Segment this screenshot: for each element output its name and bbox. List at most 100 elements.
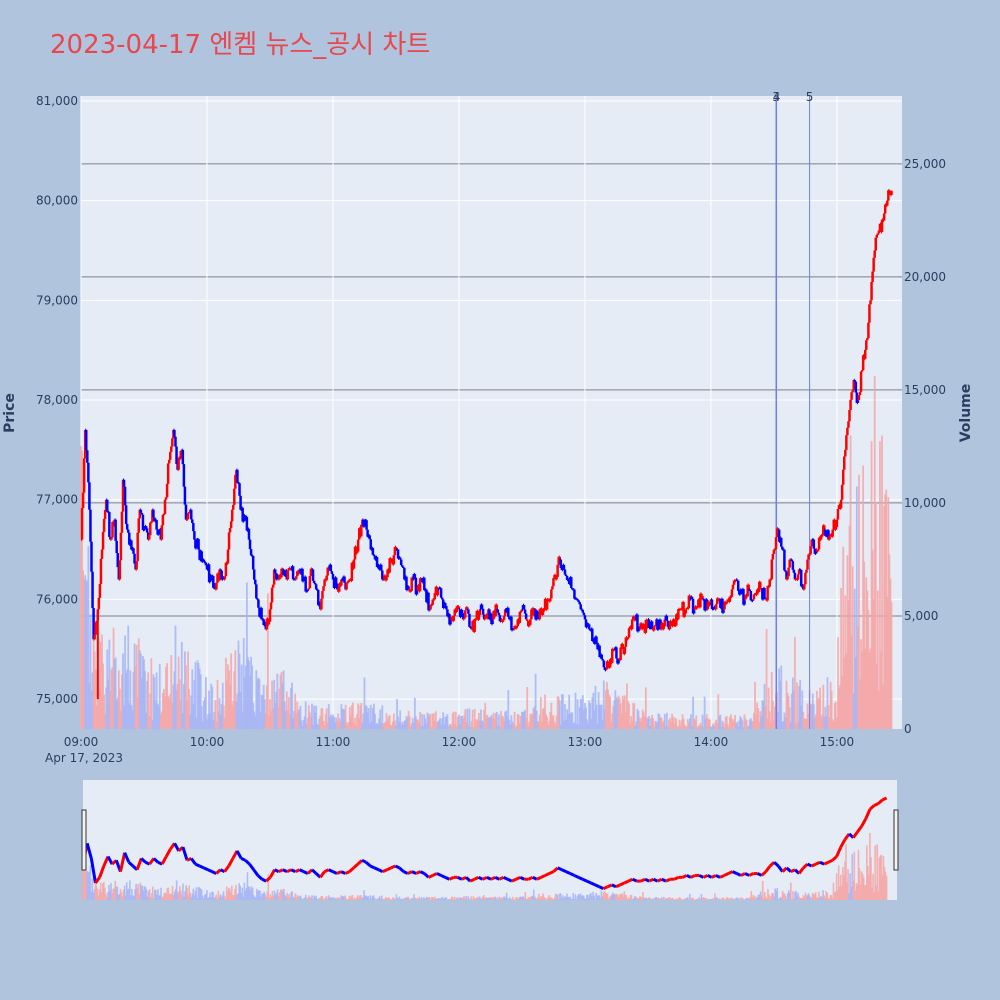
range-volume-bar [181, 894, 183, 900]
volume-bar [693, 718, 696, 729]
volume-bar [459, 724, 461, 729]
volume-bar [397, 716, 399, 729]
range-handle-left[interactable] [81, 809, 87, 871]
volume-bar [572, 722, 575, 729]
range-volume-bar [579, 893, 582, 900]
range-volume-bar [852, 880, 855, 900]
range-volume-bar [686, 897, 689, 900]
volume-bar [449, 723, 452, 729]
range-volume-bar [639, 896, 641, 900]
range-volume-bar [492, 898, 494, 900]
range-price-segment [673, 875, 680, 881]
volume-bar [464, 709, 467, 729]
volume-bar [472, 726, 475, 729]
range-price-segment [873, 802, 879, 807]
volume-bar [298, 709, 301, 729]
volume-bar [119, 710, 122, 729]
range-price-segment [373, 866, 380, 872]
volume-bar [571, 712, 574, 729]
range-price-segment [85, 842, 93, 859]
range-volume-bar [325, 896, 328, 900]
price-series [80, 189, 893, 700]
range-volume-bar [121, 896, 124, 900]
range-price-segment [423, 872, 430, 879]
range-volume-bar [129, 880, 131, 900]
range-volume-bar [803, 897, 806, 900]
volume-bar [732, 721, 734, 729]
volume-bar [146, 680, 149, 729]
volume-bar [554, 724, 557, 729]
range-price-segment [627, 877, 634, 883]
volume-bar [450, 725, 453, 729]
range-volume-bar [141, 885, 144, 900]
volume-bar [716, 723, 719, 729]
range-volume-bar [261, 893, 263, 900]
volume-bar [474, 719, 477, 729]
volume-bar [388, 715, 391, 729]
volume-bar [890, 602, 893, 729]
volume-bar [796, 682, 798, 729]
volume-bar [493, 719, 496, 729]
volume-bar [280, 671, 283, 729]
volume-bar [864, 648, 867, 729]
range-slider-background [83, 780, 897, 900]
range-volume-bar [386, 898, 388, 900]
volume-bar [342, 708, 345, 729]
volume-bar [187, 651, 189, 729]
range-volume-bar [788, 892, 791, 900]
volume-bar [574, 692, 577, 729]
range-volume-bar [563, 898, 565, 900]
range-volume-bar [496, 897, 499, 900]
volume-bar [349, 715, 352, 729]
range-volume-bar [568, 896, 570, 900]
range-volume-bar [483, 897, 486, 900]
range-volume-bar [241, 887, 244, 900]
range-volume-bar [612, 892, 614, 900]
volume-bar [686, 719, 689, 729]
range-volume-bar [200, 889, 203, 900]
volume-bar [106, 649, 109, 729]
volume-bar [494, 713, 497, 729]
range-volume-bar [208, 897, 210, 900]
range-volume-bar [143, 886, 146, 900]
range-volume-bar [196, 897, 199, 900]
range-volume-bar [84, 869, 86, 900]
volume-bar [782, 721, 785, 729]
volume-bar [467, 725, 470, 729]
volume-bar [281, 683, 284, 729]
range-volume-bar [628, 898, 631, 900]
volume-bar [234, 650, 237, 729]
range-volume-bar [327, 895, 330, 900]
range-volume-bar [875, 885, 877, 900]
volume-bar [103, 694, 105, 729]
volume-bar [306, 717, 309, 729]
volume-bar [163, 689, 165, 729]
volume-bar [323, 725, 326, 729]
volume-bar [293, 710, 296, 729]
range-volume-bar [186, 887, 188, 900]
range-handle-right[interactable] [893, 809, 899, 871]
volume-bar [639, 721, 642, 729]
range-volume-bar [376, 899, 379, 900]
range-volume-bar [437, 898, 439, 900]
range-volume-bar [718, 898, 720, 900]
range-volume-bar [166, 888, 169, 900]
range-volume-bar [210, 897, 212, 900]
volume-bar [179, 699, 182, 729]
range-volume-bar [564, 896, 566, 900]
range-volume-bar [502, 896, 505, 900]
volume-bar [691, 726, 693, 729]
range-price-segment [282, 868, 288, 874]
volume-bar [305, 724, 308, 729]
volume-bar [108, 639, 111, 729]
volume-bar [123, 706, 125, 729]
range-volume-bar [680, 899, 683, 900]
range-volume-bar [230, 891, 232, 900]
range-price-segment [486, 875, 492, 881]
range-volume-bar [124, 895, 127, 900]
volume-bar [734, 715, 736, 729]
volume-bar [595, 704, 598, 729]
range-volume-bar [270, 896, 273, 900]
range-volume-bar [209, 892, 211, 900]
volume-bar [251, 665, 254, 729]
